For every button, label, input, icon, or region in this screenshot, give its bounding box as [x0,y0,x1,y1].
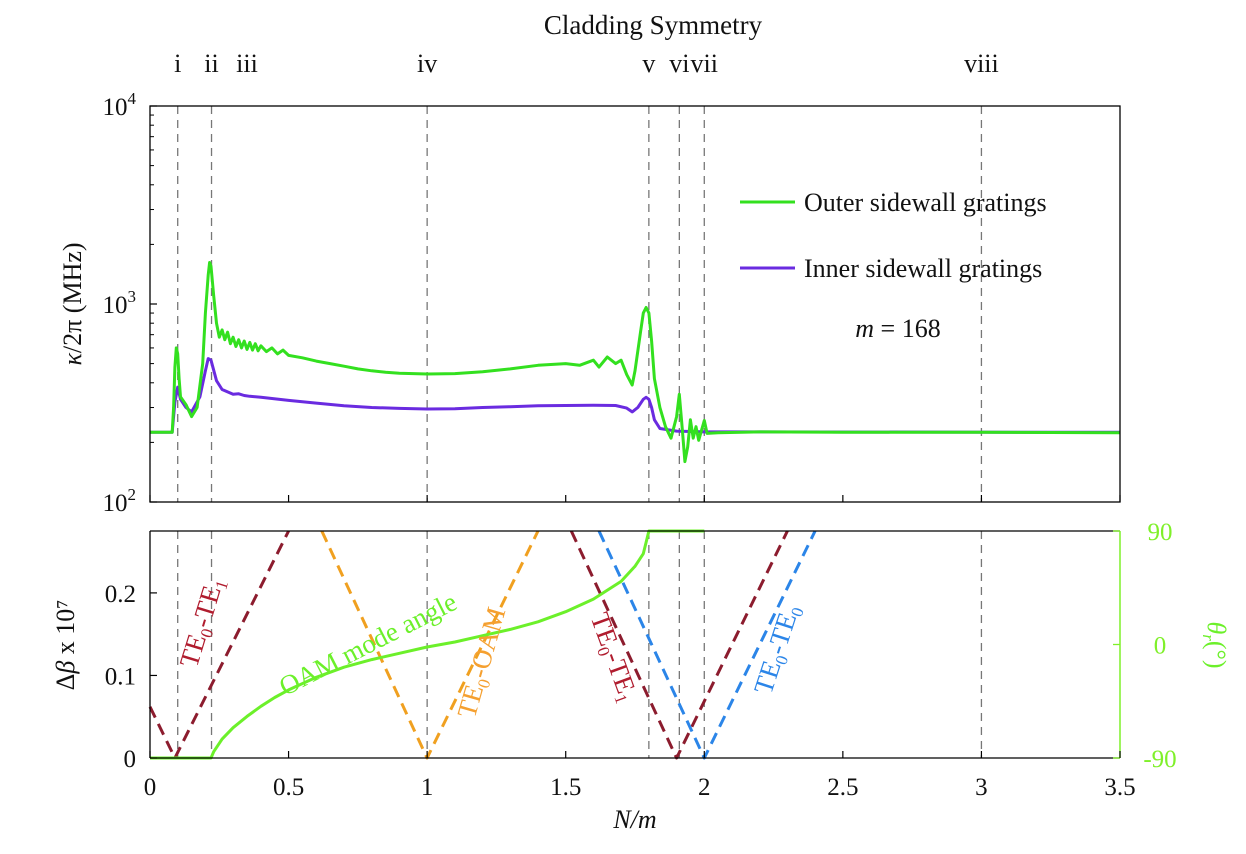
symmetry-label-4: iv [417,49,437,78]
top-series-outer [150,261,1121,464]
x-axis-title: N/m [612,805,656,834]
xtick-label-6: 3 [975,774,988,801]
legend-label-inner: Inner sidewall gratings [804,254,1042,283]
bottom-panel: 0 0.1 0.2 -90 0 90 0 0.5 1 1.5 2 2.5 3 3.5 Δβ x 10⁷… [51,519,1231,834]
legend-label-outer: Outer sidewall gratings [804,188,1047,217]
xtick-label-4: 2 [698,774,711,801]
bottom-y2tick-label-2: 90 [1148,519,1173,546]
chart-title: Cladding Symmetry [544,10,763,40]
legend-param-value: = 168 [874,314,941,343]
symmetry-label-2: ii [204,49,218,78]
bottom-y2tick-label-1: 0 [1154,633,1167,660]
xtick-label-2: 1 [421,774,434,801]
bottom-line-4 [150,529,705,760]
xtick-label-0: 0 [144,774,157,801]
xtick-label-1: 0.5 [273,774,304,801]
bottom-y2-axis-title: θr(°) [1199,621,1231,668]
annotation-0: TE0-TE1 [174,574,232,672]
top-ytick-label-2: 104 [103,89,137,121]
bottom-line-0 [148,530,290,760]
annotation-3: TE0-TE1 [582,609,644,707]
top-ytick-label-0: 102 [103,485,137,517]
legend: Outer sidewall gratings Inner sidewall g… [740,188,1047,343]
annotation-2: TE0-OAM [451,604,514,722]
top-y-axis-title: κ/2π (MHz) [58,242,87,365]
bottom-y2tick-label-0: -90 [1143,746,1176,773]
top-series-inner [150,357,1121,434]
symmetry-label-5: v [642,49,655,78]
symmetry-labels: i ii iii iv v vi vii viii [174,49,999,78]
symmetry-label-7: vii [691,49,718,78]
legend-parameter: m = 168 [855,314,940,343]
top-panel: 102 103 104 κ/2π (MHz) Outer sidewall grat… [58,89,1121,517]
annotation-1: OAM mode angle [274,586,461,701]
xtick-label-5: 2.5 [827,774,858,801]
symmetry-label-3: iii [236,49,258,78]
bottom-ytick-label-2: 0.2 [105,581,136,608]
symmetry-label-8: viii [964,49,999,78]
top-ytick-label-1: 103 [103,287,137,319]
symmetry-label-1: i [174,49,181,78]
xtick-label-7: 3.5 [1104,774,1135,801]
symmetry-label-6: vi [669,49,689,78]
legend-param-var: m [855,314,874,343]
bottom-ytick-label-1: 0.1 [105,663,136,690]
bottom-ytick-label-0: 0 [124,746,137,773]
xtick-label-3: 1.5 [550,774,581,801]
top-panel-frame [149,105,1121,503]
bottom-y-axis-title: Δβ x 10⁷ [51,600,80,691]
